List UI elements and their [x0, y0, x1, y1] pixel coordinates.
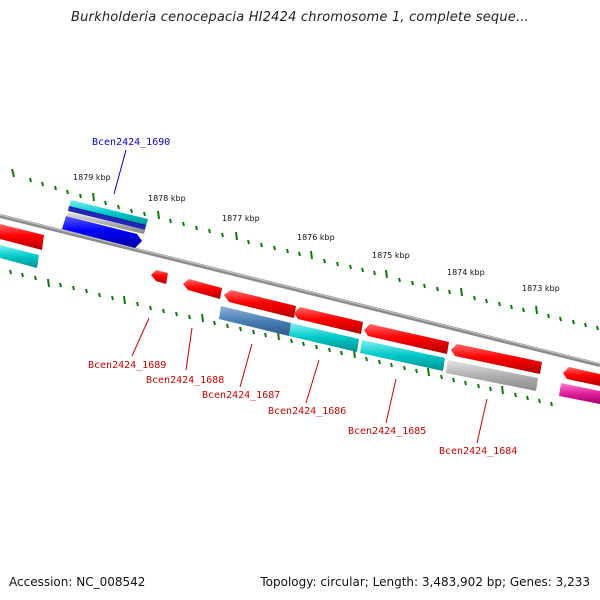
scale-label-1876: 1876 kbp — [297, 233, 335, 242]
cog-bar-1690-shadow — [67, 212, 145, 234]
scale-label-1879: 1879 kbp — [73, 173, 111, 182]
gene-bcen2424-1689[interactable] — [151, 270, 168, 284]
gene-partial-right-red[interactable] — [563, 367, 600, 386]
leader-1685 — [385, 378, 397, 424]
accession-text: Accession: NC_008542 — [9, 575, 146, 589]
leader-1688 — [185, 327, 193, 371]
cog-bar-1686[interactable] — [289, 323, 359, 352]
scale-ticks-outer — [11, 168, 599, 331]
gene-bcen2424-1686[interactable] — [294, 307, 363, 334]
gene-partial-left-red[interactable] — [0, 224, 44, 250]
chromosome-backbone — [0, 214, 600, 367]
map-title: Burkholderia cenocepacia HI2424 chromoso… — [71, 10, 529, 25]
gene-bcen2424-1685[interactable] — [364, 324, 449, 354]
gene-label-1688[interactable]: Bcen2424_1688 — [146, 375, 224, 386]
genome-stats-text: Topology: circular; Length: 3,483,902 bp… — [260, 575, 590, 589]
scale-label-1875: 1875 kbp — [372, 251, 410, 260]
leader-1689 — [131, 317, 150, 357]
leader-1690 — [113, 149, 127, 195]
chromosome-backbone-highlight — [0, 214, 600, 365]
leader-1686 — [305, 359, 320, 404]
cog-bar-1690[interactable] — [69, 200, 148, 226]
gene-label-1686[interactable]: Bcen2424_1686 — [268, 406, 346, 417]
gene-bcen2424-1690[interactable] — [62, 216, 142, 248]
cog-bar-1685[interactable] — [360, 340, 445, 371]
scale-label-1873: 1873 kbp — [522, 284, 560, 293]
cog-bar-partial-left — [0, 245, 39, 268]
gene-bcen2424-1684[interactable] — [451, 344, 542, 374]
gene-bcen2424-1688[interactable] — [183, 279, 222, 299]
gene-label-1690[interactable]: Bcen2424_1690 — [92, 137, 170, 148]
scale-label-1874: 1874 kbp — [447, 268, 485, 277]
leader-1684 — [476, 398, 488, 444]
cog-bar-partial-right[interactable] — [559, 383, 600, 404]
gene-bcen2424-1687[interactable] — [224, 290, 296, 318]
cog-bar-1690-inner — [68, 206, 146, 230]
scale-label-1878: 1878 kbp — [148, 194, 186, 203]
scale-label-1877: 1877 kbp — [222, 214, 260, 223]
scale-ticks-inner — [9, 269, 553, 407]
gene-label-1685[interactable]: Bcen2424_1685 — [348, 426, 426, 437]
gene-label-1684[interactable]: Bcen2424_1684 — [439, 446, 517, 457]
gene-label-1687[interactable]: Bcen2424_1687 — [202, 390, 280, 401]
gene-label-1689[interactable]: Bcen2424_1689 — [88, 360, 166, 371]
cog-bar-1687[interactable] — [219, 306, 291, 336]
cog-bar-1684[interactable] — [446, 360, 538, 391]
leader-1687 — [239, 343, 253, 388]
